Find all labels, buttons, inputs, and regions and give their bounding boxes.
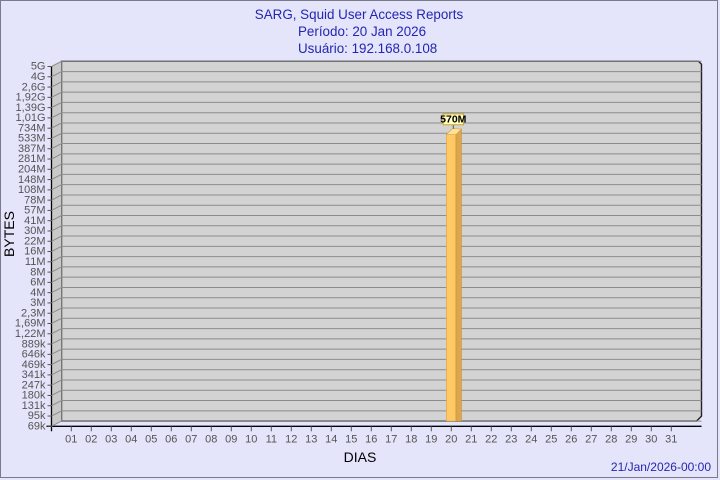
svg-text:13: 13 bbox=[305, 433, 317, 445]
svg-text:01: 01 bbox=[65, 433, 77, 445]
svg-text:29: 29 bbox=[625, 433, 637, 445]
svg-text:11: 11 bbox=[266, 433, 277, 445]
svg-text:22: 22 bbox=[485, 433, 497, 445]
svg-text:14: 14 bbox=[325, 433, 337, 445]
svg-text:69k: 69k bbox=[28, 421, 46, 433]
svg-text:26: 26 bbox=[565, 433, 577, 445]
svg-text:16: 16 bbox=[365, 433, 377, 445]
svg-text:24: 24 bbox=[525, 433, 537, 445]
svg-text:19: 19 bbox=[425, 433, 437, 445]
svg-text:03: 03 bbox=[105, 433, 117, 445]
svg-text:02: 02 bbox=[85, 433, 97, 445]
svg-text:25: 25 bbox=[545, 433, 557, 445]
svg-text:07: 07 bbox=[185, 433, 197, 445]
svg-text:09: 09 bbox=[225, 433, 237, 445]
svg-text:18: 18 bbox=[405, 433, 417, 445]
svg-text:31: 31 bbox=[665, 433, 677, 445]
svg-text:08: 08 bbox=[205, 433, 217, 445]
svg-text:17: 17 bbox=[385, 433, 397, 445]
svg-text:10: 10 bbox=[245, 433, 257, 445]
svg-text:12: 12 bbox=[285, 433, 297, 445]
svg-text:30: 30 bbox=[645, 433, 657, 445]
svg-text:06: 06 bbox=[165, 433, 177, 445]
svg-text:27: 27 bbox=[585, 433, 597, 445]
svg-text:28: 28 bbox=[605, 433, 617, 445]
svg-text:20: 20 bbox=[445, 433, 457, 445]
svg-text:04: 04 bbox=[125, 433, 137, 445]
svg-text:23: 23 bbox=[505, 433, 517, 445]
svg-text:05: 05 bbox=[145, 433, 157, 445]
svg-text:570M: 570M bbox=[440, 114, 467, 126]
svg-text:15: 15 bbox=[345, 433, 357, 445]
svg-text:21: 21 bbox=[465, 433, 477, 445]
